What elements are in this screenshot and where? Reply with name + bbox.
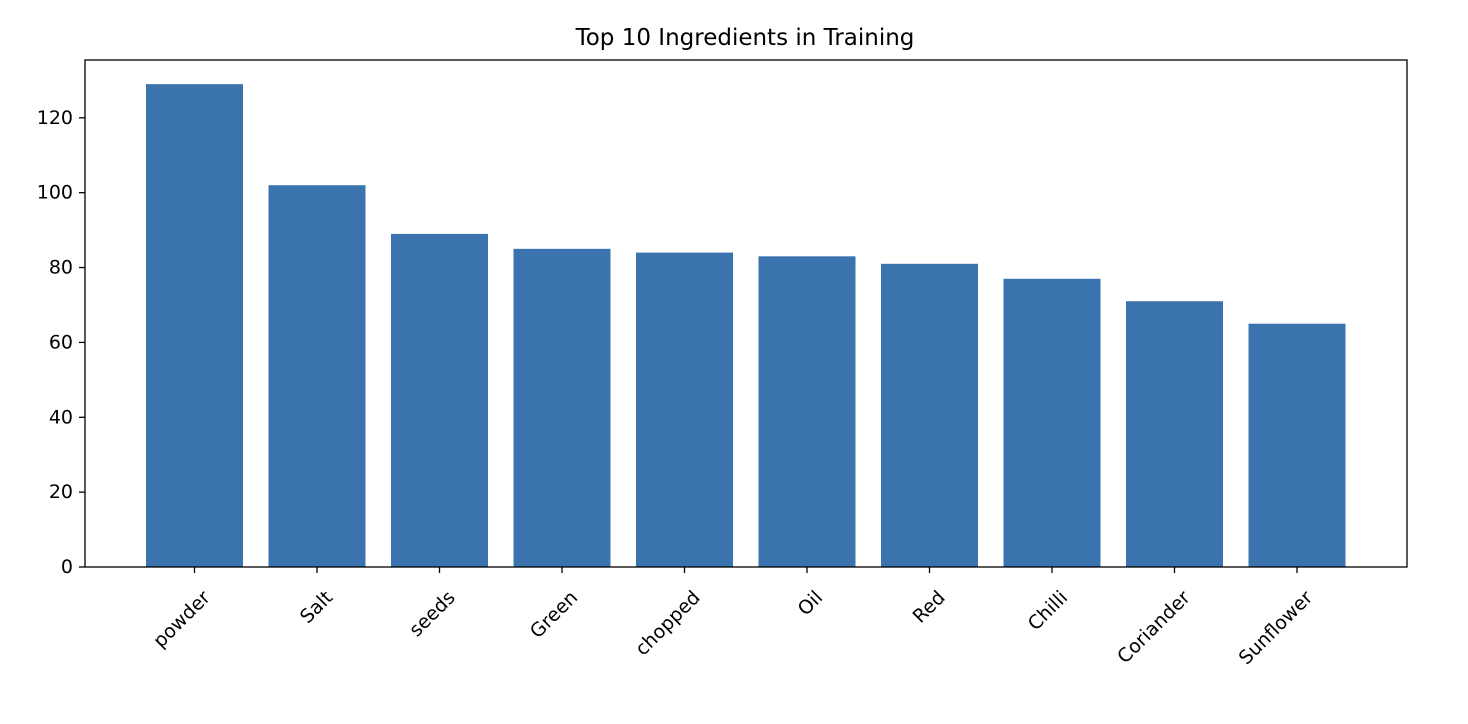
y-tick-label: 120 (37, 107, 73, 129)
chart-title: Top 10 Ingredients in Training (575, 25, 915, 51)
bar-salt (268, 185, 366, 567)
y-tick-label: 80 (49, 257, 73, 279)
y-tick-label: 0 (61, 556, 73, 578)
bar-seeds (391, 233, 488, 567)
plot-frame (84, 59, 1408, 568)
x-tick-label: powder (149, 586, 215, 652)
x-tick-label: Red (909, 587, 950, 628)
y-tick-label: 40 (49, 406, 73, 428)
x-tick-label: Sunflower (1235, 586, 1318, 669)
x-tick-label: Oil (794, 587, 828, 621)
bar-green (513, 248, 611, 567)
y-tick-label: 100 (37, 182, 73, 204)
y-tick-label: 60 (49, 331, 73, 353)
bar-chilli (1003, 278, 1101, 567)
x-tick-label: Salt (296, 587, 337, 628)
x-tick-label: Coriander (1113, 586, 1195, 668)
bar-oil (758, 256, 856, 567)
x-axis: powder Salt seeds Green chopped Oil Red Chilli C… (149, 567, 1317, 669)
x-tick-label: chopped (631, 587, 705, 661)
x-tick-label: Chilli (1024, 587, 1072, 635)
y-axis: 0 20 40 60 80 100 120 (37, 107, 85, 578)
bar-chopped (636, 252, 733, 567)
bars-layer (146, 84, 1346, 568)
x-tick-label: seeds (405, 587, 460, 642)
y-tick-label: 20 (49, 481, 73, 503)
bar-sunflower (1248, 323, 1346, 567)
x-tick-label: Green (526, 587, 582, 643)
bar-red (881, 263, 978, 567)
bar-coriander (1126, 301, 1223, 567)
bar-powder (146, 84, 243, 568)
